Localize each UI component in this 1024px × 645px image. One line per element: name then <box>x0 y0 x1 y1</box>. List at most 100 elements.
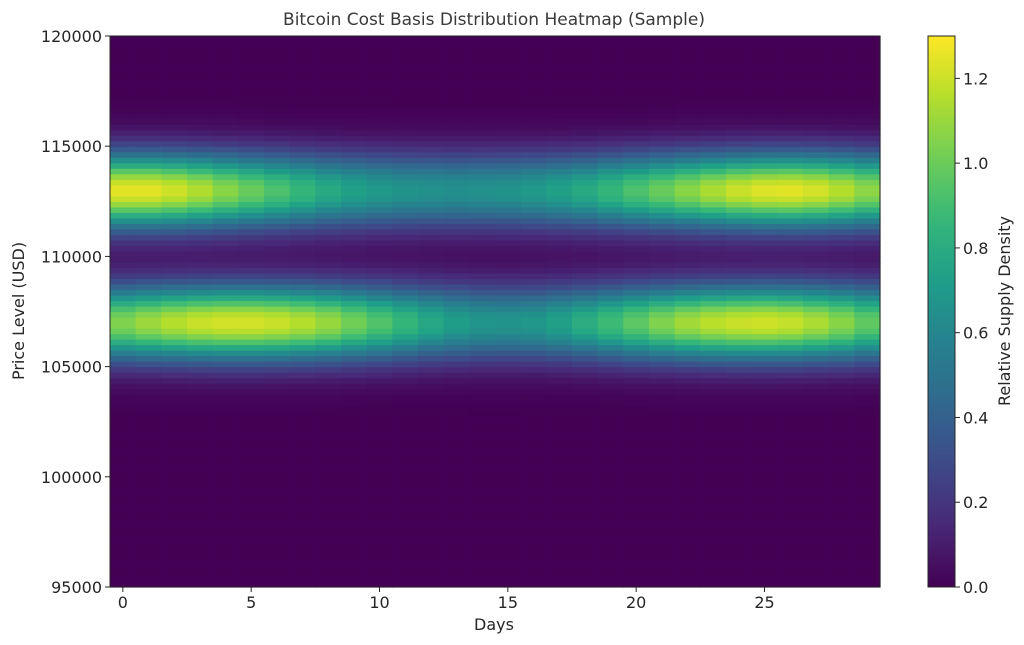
heatmap-cell <box>289 217 316 224</box>
heatmap-cell <box>751 36 778 43</box>
heatmap-cell <box>546 74 573 81</box>
heatmap-cell <box>315 52 342 59</box>
heatmap-cell <box>597 482 624 489</box>
heatmap-cell <box>854 278 881 285</box>
heatmap-cell <box>238 537 265 544</box>
heatmap-cell <box>392 553 419 561</box>
heatmap-cell <box>726 85 753 92</box>
heatmap-cell <box>495 366 522 373</box>
heatmap-cell <box>469 460 496 467</box>
heatmap-cell <box>777 311 804 318</box>
heatmap-cell <box>110 427 137 434</box>
heatmap-cell <box>418 58 445 65</box>
heatmap-cell <box>315 361 342 368</box>
heatmap-cell <box>161 96 188 103</box>
heatmap-cell <box>315 388 342 395</box>
heatmap-cell <box>520 102 547 109</box>
heatmap-cell <box>392 234 419 241</box>
heatmap-cell <box>315 339 342 346</box>
heatmap-cell <box>546 361 573 368</box>
heatmap-cell <box>828 256 855 263</box>
heatmap-cell <box>443 124 470 131</box>
heatmap-cell <box>546 460 573 467</box>
heatmap-cell <box>751 482 778 489</box>
heatmap-cell <box>238 113 265 120</box>
heatmap-cell <box>700 531 727 539</box>
heatmap-cell <box>700 388 727 395</box>
heatmap-cell <box>418 322 445 329</box>
heatmap-cell <box>289 388 316 395</box>
heatmap-cell <box>289 168 316 175</box>
heatmap-cell <box>572 261 599 269</box>
heatmap-cell <box>751 460 778 467</box>
heatmap-cell <box>674 361 701 368</box>
heatmap-cell <box>289 311 316 318</box>
heatmap-cell <box>315 146 342 153</box>
heatmap-cell <box>623 372 650 379</box>
heatmap-cell <box>289 305 316 313</box>
heatmap-cell <box>315 311 342 318</box>
heatmap-cell <box>187 129 214 136</box>
heatmap-cell <box>520 432 547 439</box>
heatmap-cell <box>289 570 316 577</box>
heatmap-cell <box>443 250 470 257</box>
heatmap-cell <box>854 372 881 379</box>
heatmap-cell <box>264 267 291 274</box>
heatmap-cell <box>674 443 701 450</box>
heatmap-cell <box>341 317 368 324</box>
heatmap-cell <box>264 272 291 280</box>
heatmap-cell <box>726 548 753 555</box>
heatmap-cell <box>803 58 830 65</box>
heatmap-cell <box>726 498 753 505</box>
heatmap-cell <box>161 151 188 158</box>
heatmap-cell <box>572 372 599 379</box>
heatmap-cell <box>674 553 701 561</box>
heatmap-cell <box>135 427 162 434</box>
heatmap-cell <box>443 294 470 302</box>
heatmap-cell <box>264 355 291 362</box>
heatmap-cell <box>674 173 701 180</box>
heatmap-cell <box>828 69 855 76</box>
heatmap-cell <box>546 339 573 346</box>
heatmap-cell <box>777 570 804 577</box>
heatmap-cell <box>726 201 753 208</box>
heatmap-cell <box>366 454 393 461</box>
heatmap-cell <box>392 493 419 500</box>
heatmap-cell <box>264 581 291 588</box>
heatmap-cell <box>828 140 855 147</box>
heatmap-cell <box>674 333 701 340</box>
heatmap-cell <box>828 383 855 390</box>
heatmap-cell <box>828 36 855 43</box>
heatmap-cell <box>366 438 393 445</box>
heatmap-cell <box>264 294 291 302</box>
heatmap-cell <box>161 41 188 48</box>
heatmap-cell <box>469 366 496 373</box>
heatmap-cell <box>238 322 265 329</box>
heatmap-cell <box>674 250 701 257</box>
heatmap-cell <box>597 322 624 329</box>
heatmap-cell <box>828 443 855 450</box>
heatmap-cell <box>828 553 855 561</box>
heatmap-cell <box>469 85 496 92</box>
heatmap-cell <box>264 74 291 81</box>
heatmap-cell <box>597 195 624 202</box>
heatmap-cell <box>238 228 265 235</box>
heatmap-cell <box>726 278 753 285</box>
heatmap-cell <box>264 228 291 235</box>
heatmap-cell <box>187 305 214 313</box>
heatmap-cell <box>828 482 855 489</box>
heatmap-cell <box>135 471 162 478</box>
heatmap-cell <box>366 355 393 362</box>
heatmap-cell <box>700 476 727 483</box>
heatmap-cell <box>187 399 214 406</box>
heatmap-cell <box>700 36 727 43</box>
heatmap-cell <box>649 113 676 120</box>
heatmap-cell <box>289 212 316 219</box>
heatmap-cell <box>649 58 676 65</box>
heatmap-cell <box>777 498 804 505</box>
heatmap-cell <box>649 80 676 87</box>
heatmap-cell <box>187 564 214 572</box>
heatmap-cell <box>315 283 342 291</box>
heatmap-cell <box>135 542 162 550</box>
heatmap-cell <box>187 245 214 252</box>
